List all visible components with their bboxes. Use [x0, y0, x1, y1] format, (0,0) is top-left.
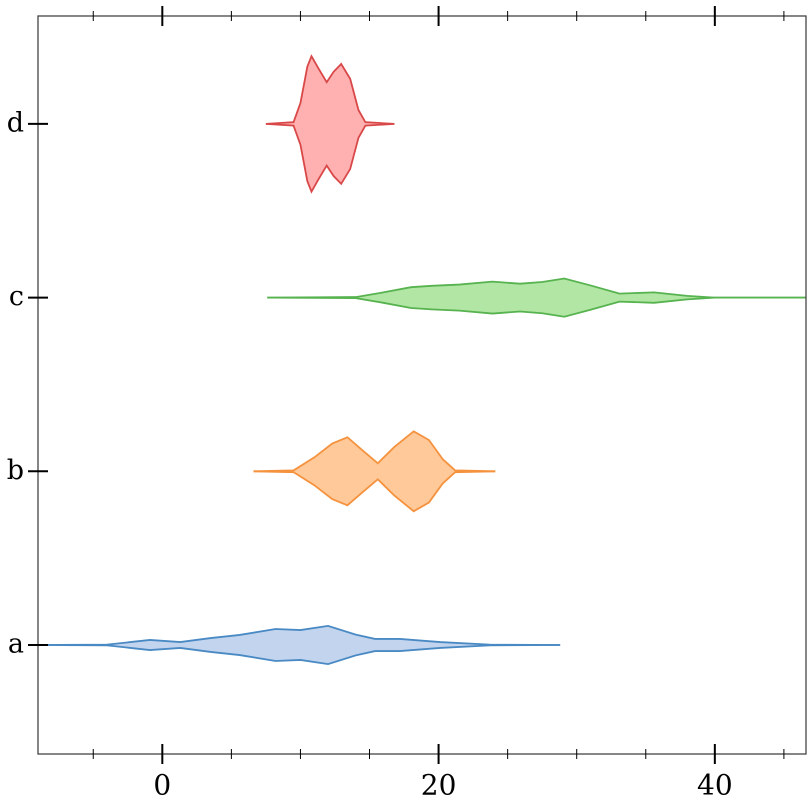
violin-lower-edge — [38, 644, 561, 666]
violin-lower-edge — [253, 470, 496, 513]
x-tick-label: 40 — [697, 769, 733, 802]
violin-upper-edge — [253, 430, 496, 473]
y-tick-label: a — [8, 629, 24, 660]
plot-area — [38, 54, 806, 666]
violin-lower-edge — [265, 123, 395, 194]
violin-body — [253, 431, 496, 512]
violin-body — [38, 625, 561, 665]
violin-upper-edge — [265, 54, 395, 125]
y-tick-label: b — [7, 455, 24, 486]
y-tick-label: d — [7, 107, 24, 138]
violin-body — [265, 56, 395, 192]
x-tick-label: 0 — [153, 769, 171, 802]
violin-upper-edge — [38, 624, 561, 646]
x-tick-label: 20 — [421, 769, 457, 802]
violin-upper-edge — [267, 277, 806, 299]
axes-frame — [37, 15, 807, 755]
y-tick-label: c — [9, 281, 24, 312]
violin-body — [267, 278, 806, 317]
violin-lower-edge — [267, 296, 806, 318]
